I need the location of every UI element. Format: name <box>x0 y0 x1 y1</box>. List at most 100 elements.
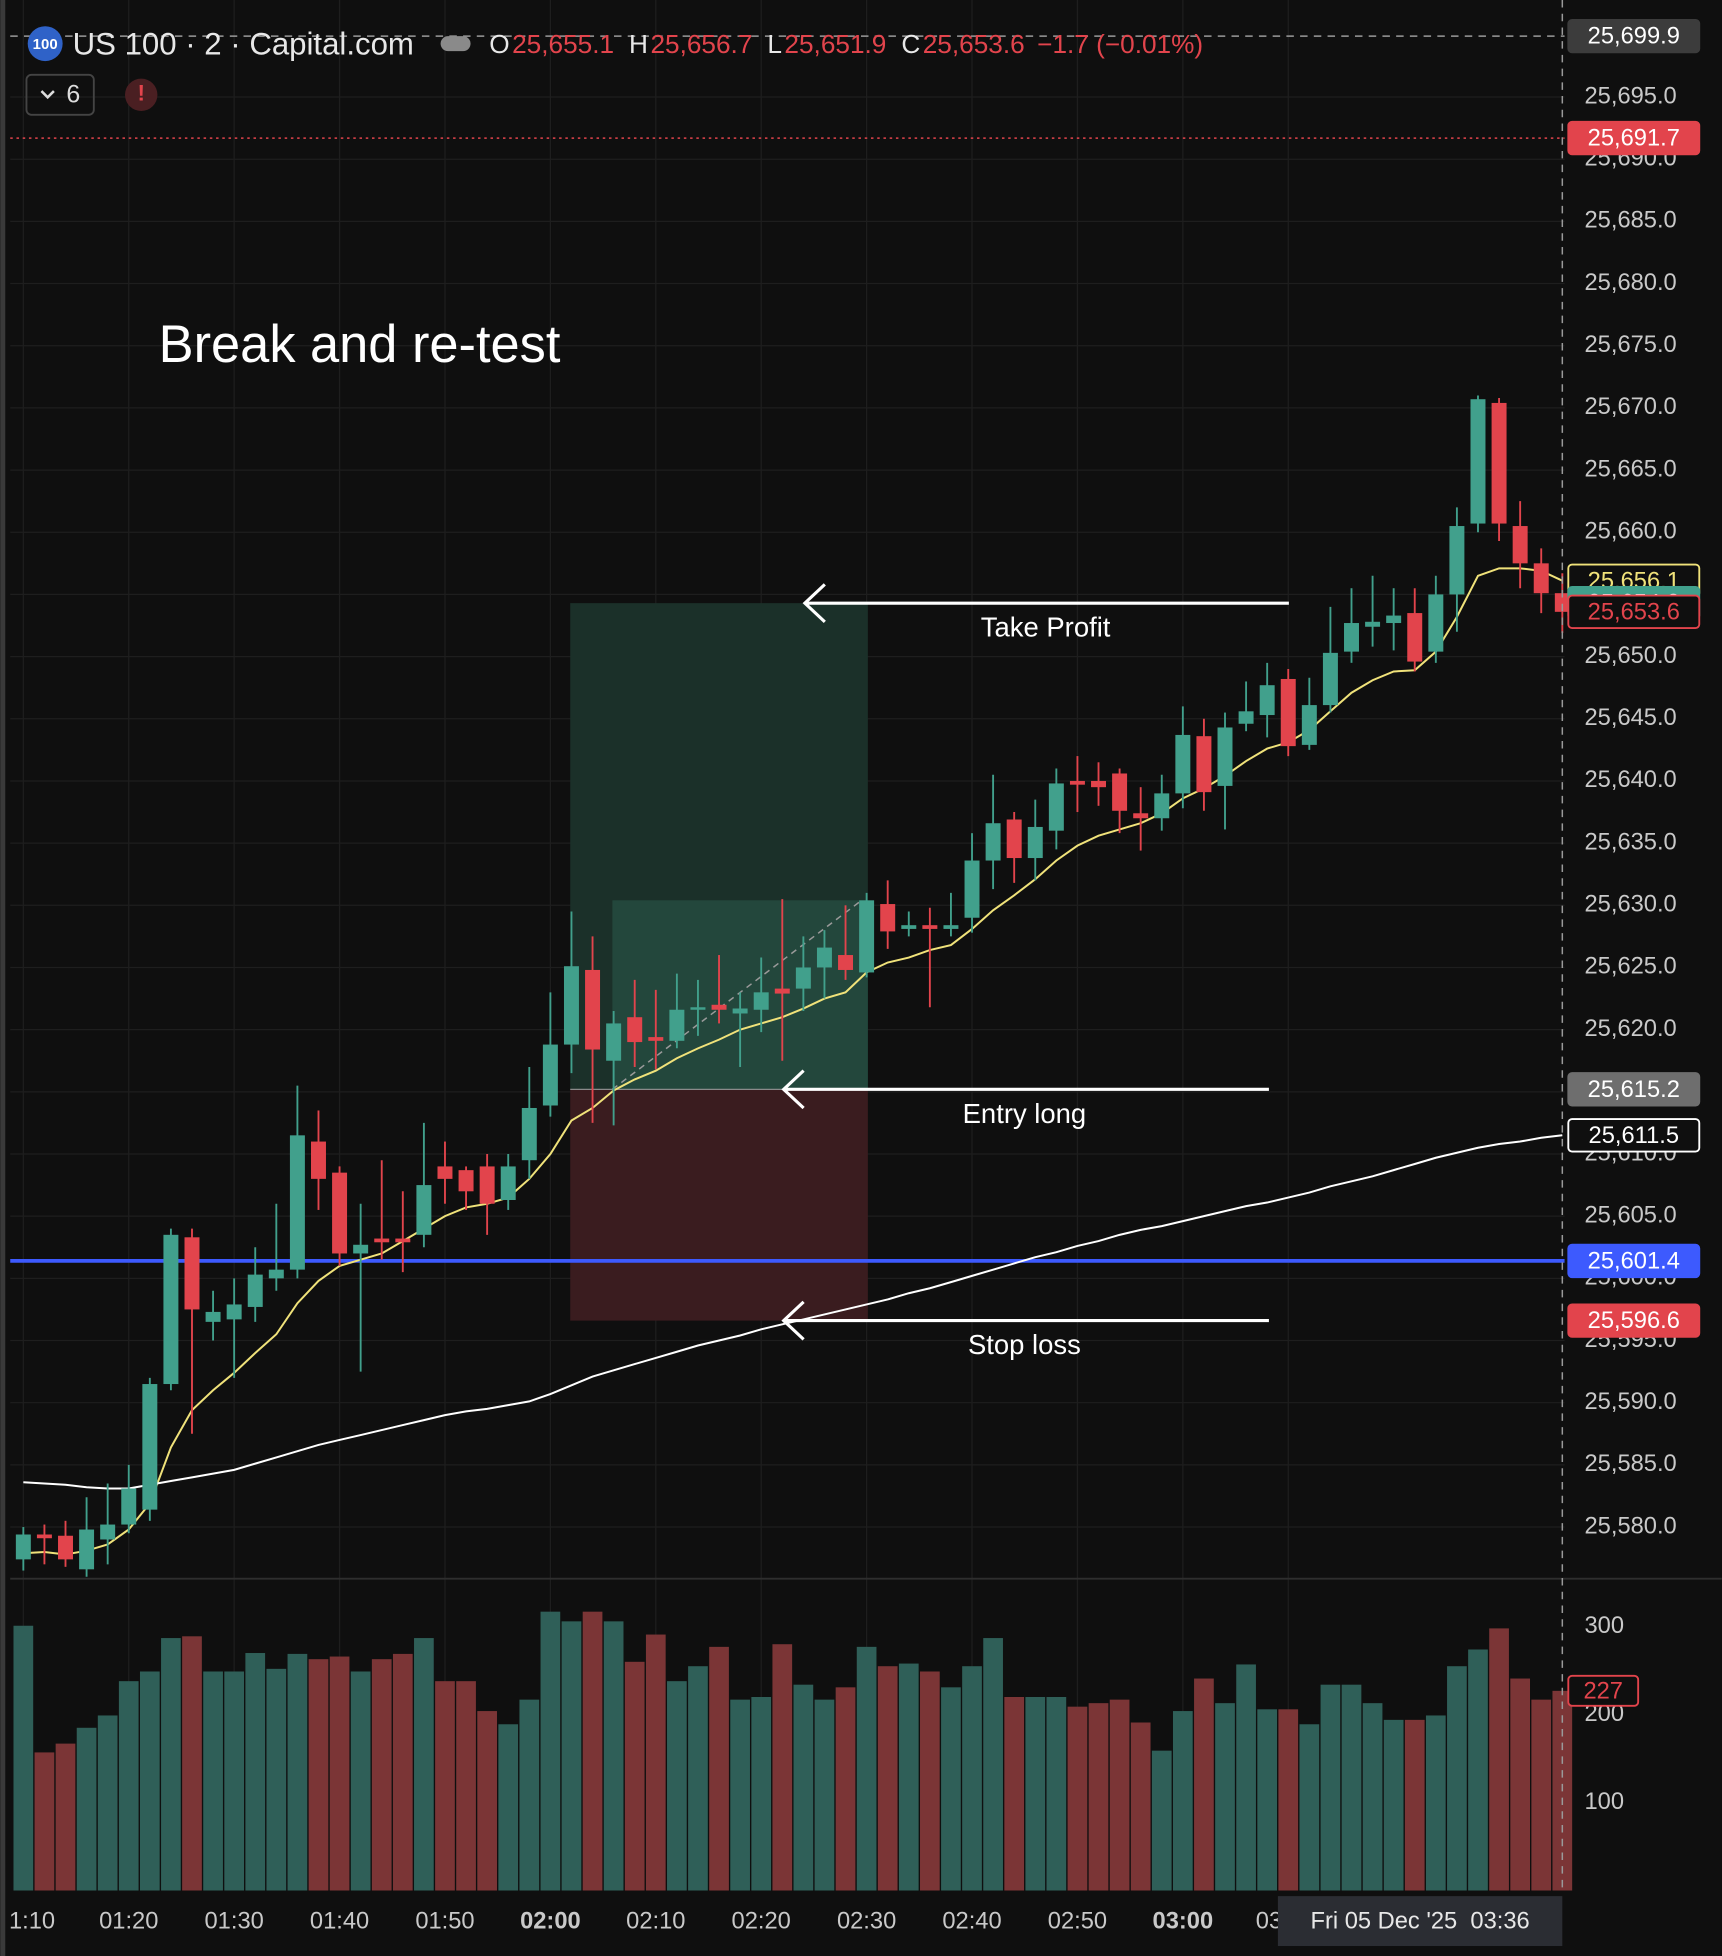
volume-bar <box>1194 1678 1214 1891</box>
candle <box>985 774 1001 890</box>
volume-bar <box>435 1681 455 1891</box>
candle-body <box>205 1311 221 1322</box>
candle <box>1091 762 1106 806</box>
volume-bar <box>688 1666 708 1891</box>
price-tag: 25,601.4 <box>1567 1243 1701 1279</box>
volume-bar <box>1004 1696 1025 1891</box>
y-tick-label: 25,580.0 <box>1585 1513 1677 1539</box>
volume-bar <box>1151 1750 1172 1891</box>
candle <box>479 1153 495 1235</box>
candle <box>816 930 832 999</box>
candle-body <box>542 1044 558 1106</box>
candle <box>859 892 875 978</box>
x-tick-label: 01:30 <box>205 1909 264 1935</box>
ohlc-part: 25,656.7 <box>650 29 752 59</box>
candle <box>79 1497 95 1577</box>
indicators-toggle[interactable] <box>25 73 95 116</box>
volume <box>13 1611 1573 1891</box>
chart-title: Break and re-test <box>159 316 561 374</box>
candle-body <box>922 925 938 929</box>
volume-bar <box>1383 1719 1404 1891</box>
candle-body <box>142 1384 158 1510</box>
candle-body <box>521 1107 537 1161</box>
candle-body <box>1301 705 1317 745</box>
candle-body <box>859 900 875 973</box>
candle <box>1048 768 1064 850</box>
volume-bar <box>477 1711 497 1891</box>
volume-bar <box>1278 1709 1299 1891</box>
volume-bar <box>1468 1649 1488 1891</box>
candle <box>901 911 917 937</box>
y-tick-label: 25,675.0 <box>1585 332 1677 358</box>
candle-body <box>1217 727 1233 786</box>
ohlc-part: 25,651.9 <box>784 29 886 59</box>
candle <box>964 833 980 933</box>
price-tag-label: 25,691.7 <box>1588 126 1680 152</box>
volume-bar <box>498 1724 519 1891</box>
ohlc-part: C <box>901 29 920 59</box>
volume-bar <box>13 1625 34 1891</box>
crosshair-time-label: Fri 05 Dec '25 03:36 <box>1311 1909 1530 1935</box>
volume-tag: 227 <box>1567 1674 1640 1707</box>
x-tick-label: 01:40 <box>310 1909 369 1935</box>
candle-body <box>1069 780 1085 785</box>
candle-body <box>1006 819 1022 859</box>
candle <box>1006 812 1022 883</box>
candle-body <box>732 1008 748 1014</box>
price-tag-label: 25,653.6 <box>1588 599 1680 625</box>
candle <box>458 1166 474 1210</box>
volume-bar <box>1088 1703 1109 1891</box>
y-tick-label: 25,630.0 <box>1585 892 1677 918</box>
volume-bar <box>941 1687 961 1891</box>
candle-body <box>226 1304 242 1320</box>
volume-bar <box>1236 1664 1256 1891</box>
candle <box>563 911 579 1074</box>
volume-bar <box>456 1681 476 1891</box>
candle <box>1407 588 1423 672</box>
y-tick-label: 25,635.0 <box>1585 829 1677 855</box>
candle-body <box>332 1172 348 1254</box>
candle <box>1512 501 1528 589</box>
candle-body <box>1175 734 1191 794</box>
volume-bar <box>55 1743 76 1891</box>
annotations: Break and re-test Take Profit Entry long S… <box>159 0 1564 1947</box>
candle-body <box>458 1170 474 1192</box>
annotation-text: Stop loss <box>968 1329 1081 1360</box>
candle <box>943 892 959 937</box>
volume-bar <box>329 1656 350 1891</box>
volume-bar <box>371 1659 392 1891</box>
candle-body <box>1512 526 1528 564</box>
volume-bar <box>1109 1699 1130 1891</box>
candle <box>648 989 664 1070</box>
volume-bar <box>1025 1696 1046 1891</box>
candle-body <box>15 1534 31 1560</box>
candle-body <box>437 1166 453 1179</box>
candle-body <box>1238 711 1254 724</box>
candle <box>606 1010 622 1126</box>
price-tag-label: 25,615.2 <box>1588 1077 1680 1103</box>
x-tick-label: 01:50 <box>415 1909 474 1935</box>
volume-tag-label: 227 <box>1583 1678 1623 1704</box>
crosshair-time-box <box>1277 1896 1563 1947</box>
y-tick-label: 25,590.0 <box>1585 1389 1677 1415</box>
warning-icon[interactable] <box>125 78 158 112</box>
candle-body <box>1533 563 1549 594</box>
y-tick-label: 25,685.0 <box>1585 208 1677 234</box>
y-tick-label: 25,680.0 <box>1585 270 1677 296</box>
candle <box>437 1141 453 1204</box>
candle <box>585 936 601 1123</box>
candle-body <box>1112 773 1128 811</box>
candle <box>795 936 811 1011</box>
y-tick-label: 25,645.0 <box>1585 705 1677 731</box>
volume-bar <box>793 1684 814 1891</box>
price-tag: 25,691.7 <box>1567 120 1701 156</box>
candle-body <box>247 1274 263 1307</box>
candle-body <box>1470 399 1486 524</box>
candle-body <box>1449 526 1465 595</box>
y-tick-label: 25,625.0 <box>1585 954 1677 980</box>
y-tick-label: 25,650.0 <box>1585 643 1677 669</box>
candle-body <box>985 823 1001 861</box>
price-tag-label: 25,699.9 <box>1588 24 1680 50</box>
level-lines <box>10 35 1565 1263</box>
symbol: US 100 · 2 · Capital.com <box>73 26 414 61</box>
